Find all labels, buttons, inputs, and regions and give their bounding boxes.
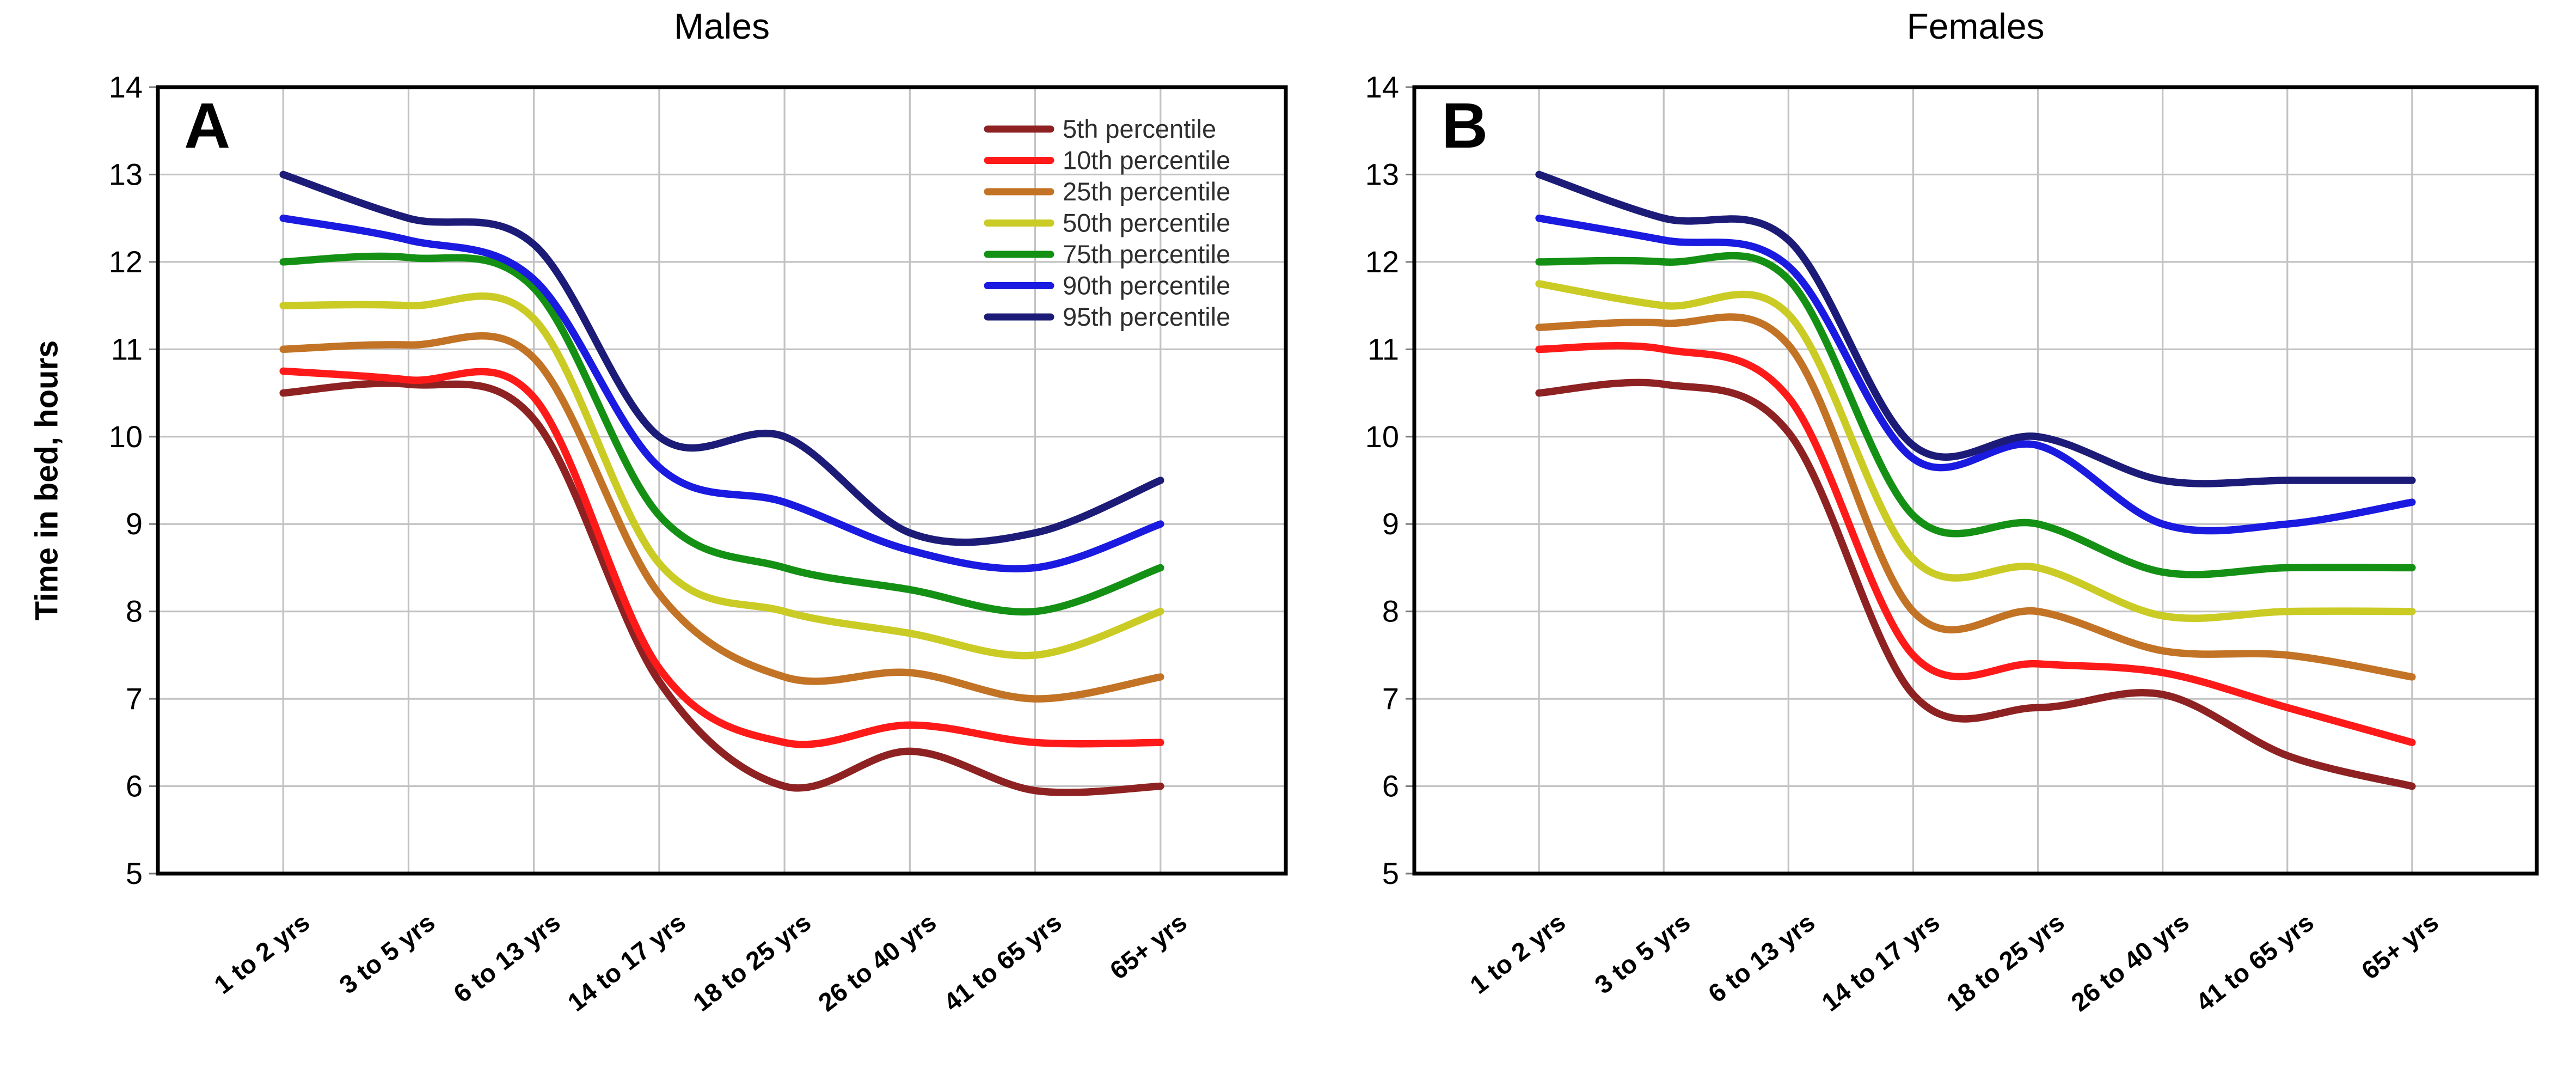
legend-label: 90th percentile [1063, 271, 1230, 300]
legend-label: 95th percentile [1063, 302, 1230, 331]
x-tick-label: 65+ yrs [1105, 907, 1192, 985]
curve-panel-a-95th-percentile [279, 170, 1164, 546]
y-tick-label: 11 [1367, 332, 1399, 366]
y-tick-label: 10 [109, 419, 143, 454]
x-tick-label: 14 to 17 yrs [1816, 907, 1945, 1017]
x-tick-label: 18 to 25 yrs [1941, 907, 2069, 1017]
x-tick-label: 26 to 40 yrs [2065, 907, 2194, 1017]
legend-label: 25th percentile [1063, 177, 1230, 206]
y-tick-label: 6 [1382, 769, 1399, 803]
legend-label: 50th percentile [1063, 209, 1230, 237]
legend-label: 75th percentile [1063, 240, 1230, 269]
y-tick-label: 10 [1365, 419, 1399, 454]
y-tick-label: 5 [1382, 856, 1399, 890]
x-tick-label: 3 to 5 yrs [334, 907, 440, 999]
plot-border [156, 85, 1288, 876]
y-tick-label: 9 [126, 507, 143, 541]
curve-panel-b-90th-percentile [1535, 214, 2416, 535]
x-tick-label: 3 to 5 yrs [1589, 907, 1695, 999]
panel-b-title: Females [1906, 6, 2045, 46]
curve-panel-b-50th-percentile [1535, 280, 2416, 623]
y-tick-label: 5 [126, 856, 143, 890]
y-tick-label: 8 [1382, 594, 1399, 629]
curve-panel-a-75th-percentile [279, 252, 1164, 616]
y-tick-label: 13 [1365, 157, 1399, 191]
y-tick-label: 8 [126, 594, 143, 629]
legend-label: 5th percentile [1063, 114, 1216, 143]
x-tick-label: 14 to 17 yrs [562, 907, 691, 1017]
y-tick-label: 14 [109, 70, 143, 104]
panel-b-plot: 14 13 12 11 10 9 8 7 6 5 1 to 2 yrs 3 to 5 yrs 6 to … [1365, 70, 2539, 1017]
x-tick-label: 41 to 65 yrs [2190, 907, 2319, 1017]
panel-a-title: Males [673, 6, 770, 46]
y-tick-label: 9 [1382, 507, 1399, 541]
y-tick-label: 7 [126, 681, 143, 716]
curve-panel-a-5th-percentile [279, 380, 1164, 796]
x-tick-label: 6 to 13 yrs [1703, 907, 1820, 1008]
x-tick-label: 6 to 13 yrs [448, 907, 566, 1008]
legend-label: 10th percentile [1063, 146, 1230, 175]
curve-panel-b-5th-percentile [1535, 379, 2416, 790]
y-tick-label: 7 [1382, 681, 1399, 716]
x-tick-label: 41 to 65 yrs [938, 907, 1066, 1017]
curve-panel-b-25th-percentile [1535, 313, 2416, 681]
curve-panel-a-50th-percentile [279, 292, 1164, 660]
curve-panel-a-10th-percentile [279, 367, 1164, 748]
curve-panel-a-25th-percentile [279, 332, 1164, 703]
curve-panel-a-90th-percentile [279, 214, 1164, 572]
x-tick-label: 65+ yrs [2356, 907, 2444, 985]
curve-panel-b-75th-percentile [1535, 252, 2416, 578]
curve-panel-b-95th-percentile [1535, 170, 2416, 487]
plot-border [1412, 85, 2539, 876]
y-tick-label: 12 [109, 245, 143, 279]
y-tick-label: 13 [109, 157, 143, 191]
x-tick-label: 18 to 25 yrs [688, 907, 816, 1017]
curve-panel-b-10th-percentile [1535, 342, 2416, 747]
panel-b-letter: B [1442, 90, 1488, 162]
panel-a-plot: 14 13 12 11 10 9 8 7 6 5 1 to 2 yrs 3 to 5 yrs 6 to … [109, 70, 1288, 1017]
y-tick-label: 14 [1365, 70, 1399, 104]
y-tick-label: 12 [1365, 245, 1399, 279]
y-axis-title: Time in bed, hours [29, 340, 65, 621]
x-tick-label: 26 to 40 yrs [813, 907, 941, 1017]
panel-a-letter: A [184, 90, 231, 162]
y-tick-label: 11 [111, 332, 143, 366]
x-tick-label: 1 to 2 yrs [1464, 907, 1571, 999]
x-tick-label: 1 to 2 yrs [208, 907, 315, 999]
y-tick-label: 6 [126, 769, 143, 803]
